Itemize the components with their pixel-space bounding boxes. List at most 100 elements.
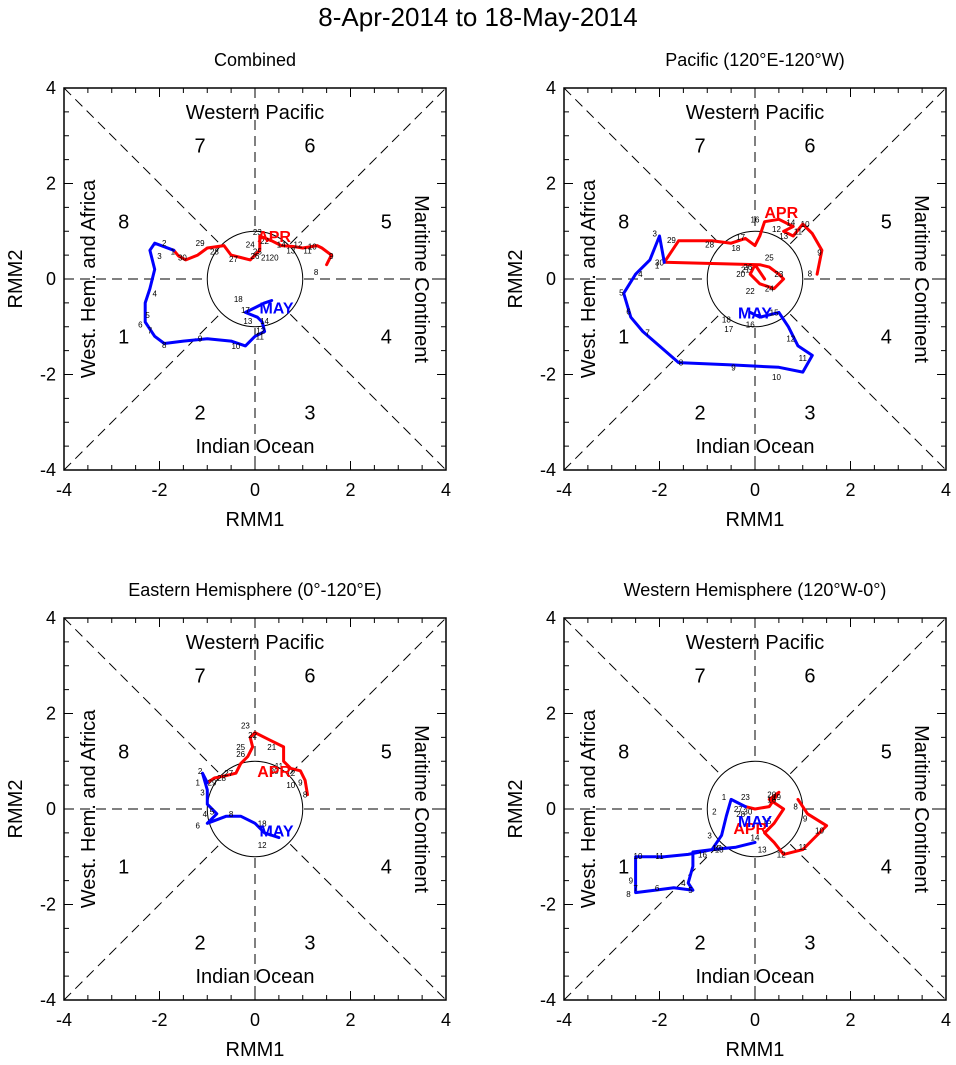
day-label: 23 (741, 793, 750, 802)
day-label: 22 (248, 731, 257, 740)
main-title: 8-Apr-2014 to 18-May-2014 (318, 2, 638, 32)
x-tick-label: -4 (56, 480, 72, 500)
phase-number-7: 7 (195, 665, 206, 687)
day-label: 12 (258, 841, 267, 850)
phase-diagram: Pacific (120°E-120°W)-4-4-2-2002244RMM1R… (505, 50, 951, 531)
day-label: 26 (236, 750, 245, 759)
day-label: 30 (655, 258, 664, 267)
day-label: 30 (743, 807, 752, 816)
day-label: 17 (736, 233, 745, 242)
day-label: 29 (667, 236, 676, 245)
y-tick-label: 4 (46, 78, 56, 98)
day-label: 26 (251, 252, 260, 261)
day-label: 1 (722, 793, 727, 802)
day-label: 22 (260, 237, 269, 246)
day-label: 9 (803, 815, 808, 824)
panel-title: Western Hemisphere (120°W-0°) (624, 580, 887, 600)
phase-number-5: 5 (881, 742, 892, 764)
day-label: 7 (645, 328, 650, 337)
day-label: 30 (178, 254, 187, 263)
x-tick-label: 2 (845, 480, 855, 500)
day-label: 9 (298, 779, 303, 788)
x-tick-label: 2 (345, 480, 355, 500)
day-label: 12 (294, 241, 303, 250)
panel-title: Pacific (120°E-120°W) (665, 50, 844, 70)
phase-number-7: 7 (695, 135, 706, 157)
month-label: MAY (259, 823, 293, 840)
day-label: 28 (217, 774, 226, 783)
day-label: 5 (210, 807, 215, 816)
x-tick-label: 0 (750, 480, 760, 500)
day-label: 6 (195, 822, 200, 831)
x-axis-label: RMM1 (226, 509, 285, 531)
panel-title: Eastern Hemisphere (0°-120°E) (128, 580, 382, 600)
trajectory-line (205, 731, 309, 797)
day-label: 21 (741, 265, 750, 274)
region-label-western-pacific: Western Pacific (686, 632, 825, 654)
trajectory-line (622, 234, 814, 374)
phase-number-5: 5 (381, 212, 392, 234)
day-label: 13 (286, 246, 295, 255)
y-tick-label: -4 (40, 460, 56, 480)
month-label: APR (257, 764, 291, 781)
y-tick-label: 0 (546, 799, 556, 819)
day-label: 24 (765, 285, 774, 294)
day-label: 20 (270, 254, 279, 263)
x-tick-label: -2 (651, 1010, 667, 1030)
day-label: 20 (736, 270, 745, 279)
phase-diagram: Western Hemisphere (120°W-0°) -4-4 -2 -2 0 0 2… (505, 580, 951, 1061)
y-axis-label: RMM2 (505, 780, 527, 839)
day-label: 21 (261, 254, 270, 263)
x-tick-label: 0 (750, 1010, 760, 1030)
diagonal-line (563, 617, 947, 1001)
day-label: 25 (236, 743, 245, 752)
day-label: 8 (229, 810, 234, 819)
day-label: 11 (799, 843, 808, 852)
y-tick-label: 0 (46, 269, 56, 289)
day-label: 12 (286, 769, 295, 778)
day-label: 14 (751, 834, 760, 843)
month-label: MAY (738, 305, 772, 322)
day-label: 1 (195, 779, 200, 788)
day-label: 1 (655, 262, 660, 271)
day-label: 15 (762, 817, 771, 826)
phase-number-2: 2 (195, 933, 206, 955)
phase-number-5: 5 (381, 742, 392, 764)
day-label: 5 (688, 886, 693, 895)
day-label: 29 (208, 779, 217, 788)
day-label: 29 (196, 239, 205, 248)
phase-number-6: 6 (804, 665, 815, 687)
day-label: 25 (765, 254, 774, 263)
y-tick-label: 0 (546, 269, 556, 289)
y-tick-label: 2 (546, 704, 556, 724)
diagonal-line (63, 87, 447, 471)
trajectory-line (662, 217, 824, 291)
day-label: 14 (786, 219, 795, 228)
day-label: 9 (198, 335, 203, 344)
day-label: 13 (779, 232, 788, 241)
day-label: 23 (253, 228, 262, 237)
day-label: 8 (162, 341, 167, 350)
y-tick-label: -4 (40, 990, 56, 1010)
phase-number-1: 1 (618, 326, 629, 348)
chart-panel-pacific: Pacific (120°E-120°W) -4 -4 -2 -2 0 0 2 2 4 4 RMM1 R… (500, 0, 956, 531)
day-label: 19 (772, 793, 781, 802)
day-label: 24 (246, 241, 255, 250)
day-label: 12 (777, 850, 786, 859)
x-tick-label: 4 (441, 480, 451, 500)
day-label: 28 (210, 247, 219, 256)
day-label: 12 (256, 327, 265, 336)
day-label: 16 (746, 320, 755, 329)
phase-number-6: 6 (804, 135, 815, 157)
chart-panel-eastern-hemisphere: Eastern Hemisphere (0°-120°E) -4 -4 -2 -2 0 0 2… (0, 530, 480, 1061)
day-label: 20 (270, 767, 279, 776)
x-tick-label: 0 (250, 480, 260, 500)
x-axis-label: RMM1 (726, 509, 785, 531)
day-label: 1 (171, 247, 176, 256)
chart-panel-western-hemisphere: Western Hemisphere (120°W-0°) -4 -4 -2 -2 0 0 2… (500, 530, 956, 1061)
day-label: 2 (198, 767, 203, 776)
